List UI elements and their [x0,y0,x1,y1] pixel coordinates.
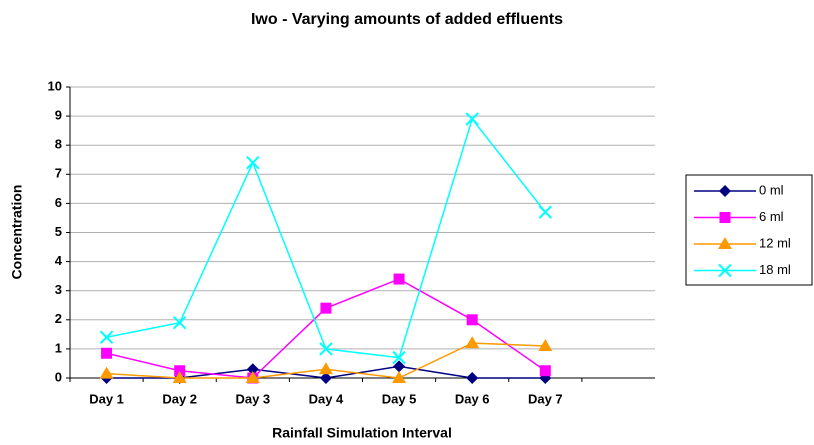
data-point [392,350,406,365]
data-point [539,365,551,377]
legend-label: 18 ml [759,262,791,277]
y-tick-label: 5 [55,224,62,239]
x-tick-label: Day 7 [528,391,563,406]
data-point [318,362,333,375]
x-tick-label: Day 5 [382,391,417,406]
data-point [320,302,332,314]
data-point [465,112,479,126]
y-tick-label: 4 [55,253,63,268]
data-point [99,330,114,344]
x-tick-label: Day 3 [235,391,270,406]
data-point [538,205,553,219]
chart-title: Iwo - Varying amounts of added effluents [251,11,563,28]
y-tick-label: 9 [55,108,62,123]
data-point [172,371,187,383]
legend-label: 0 ml [759,182,784,197]
legend-box [685,174,813,286]
data-point [466,314,478,326]
y-tick-label: 10 [48,78,62,93]
legend-label: 6 ml [759,209,784,224]
data-point [392,371,407,383]
y-axis-title: Concentration [9,185,25,280]
legend-label: 12 ml [759,235,791,250]
data-point [101,347,113,359]
legend-marker [718,237,732,249]
data-point [393,273,405,285]
y-tick-label: 8 [55,137,62,152]
y-tick-label: 2 [55,311,62,326]
y-tick-label: 7 [55,166,62,181]
data-point [319,372,332,384]
y-tick-label: 1 [55,340,62,355]
x-tick-label: Day 2 [162,391,197,406]
data-point [538,338,553,351]
data-point [246,155,260,170]
series-line [106,117,546,359]
data-point [466,372,479,384]
data-point [246,363,259,376]
y-tick-label: 6 [55,195,62,210]
data-point [174,365,186,377]
data-point [319,342,333,356]
data-point [172,316,187,330]
x-tick-label: Day 1 [89,391,124,406]
data-point [393,360,406,373]
legend-marker [718,263,732,278]
data-point [465,336,480,349]
data-point [245,371,260,383]
x-tick-label: Day 4 [309,391,344,406]
legend-marker [719,212,731,223]
x-axis-title: Rainfall Simulation Interval [272,425,452,441]
y-tick-label: 0 [55,369,62,384]
legend-marker [719,185,731,197]
y-tick-label: 3 [55,282,62,297]
x-tick-label: Day 6 [455,391,490,406]
data-point [99,366,114,379]
